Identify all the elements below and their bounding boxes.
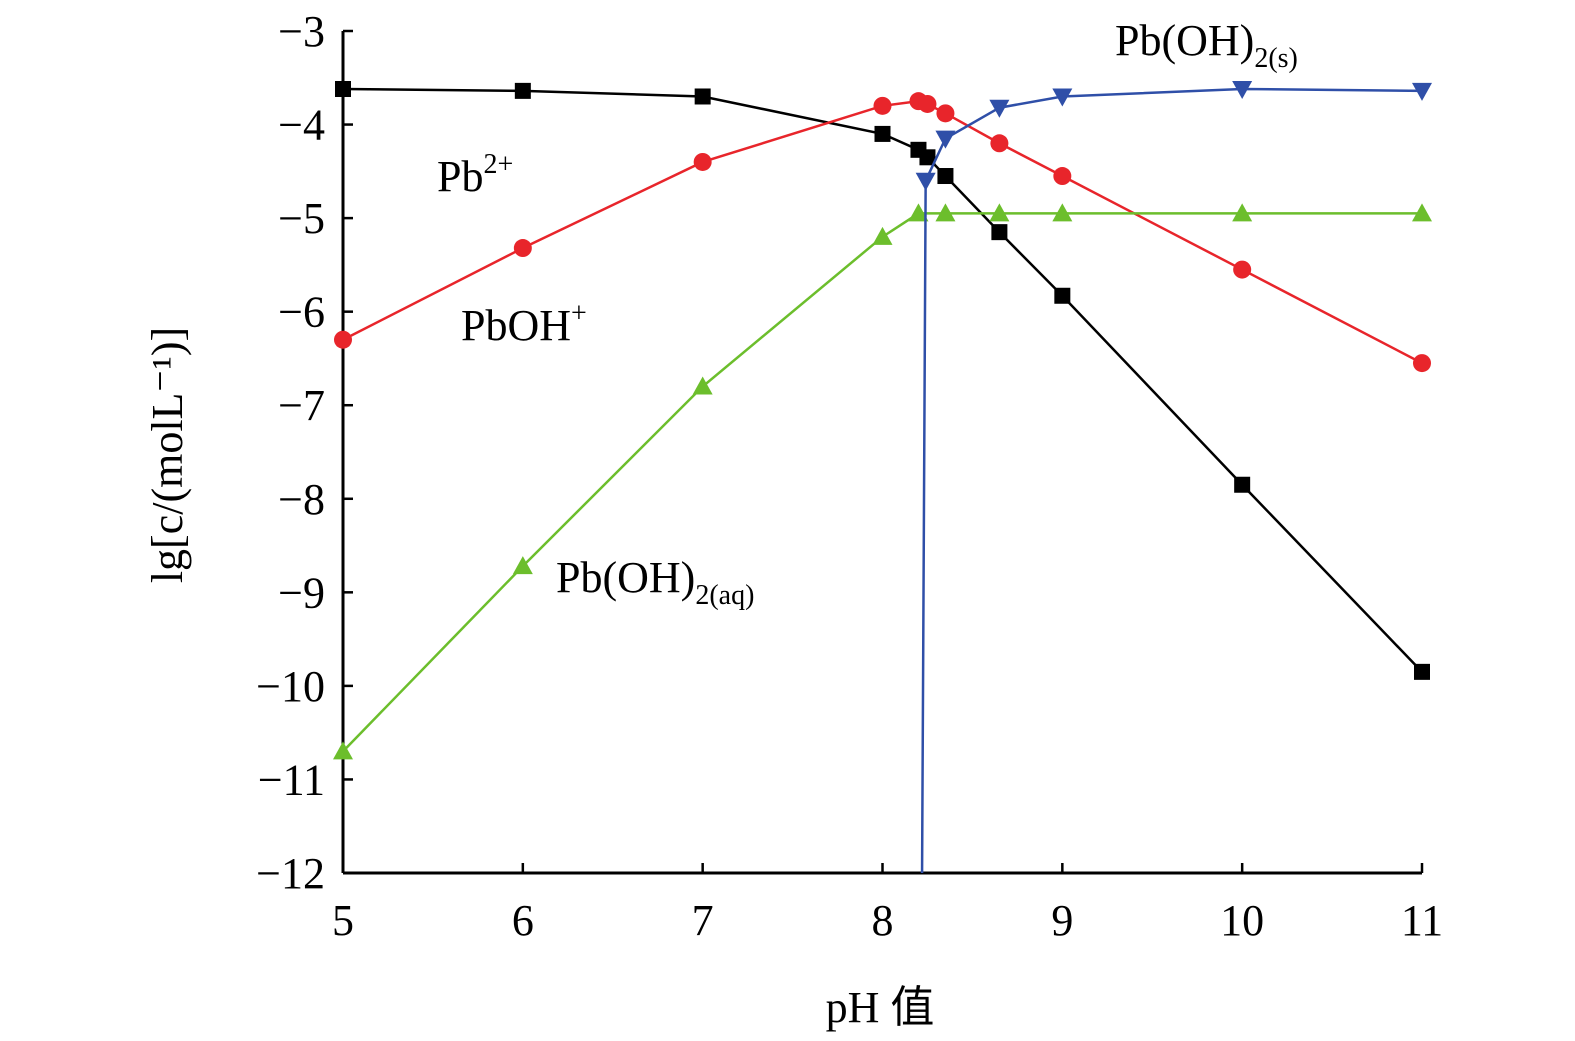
- series-label: Pb(OH)2(aq): [556, 553, 754, 611]
- data-point-triangle-down: [915, 172, 936, 191]
- data-point-square: [694, 88, 711, 105]
- data-point-square: [1414, 663, 1430, 680]
- axes: 5 6 7 8 9 10 11 −3 −4 −5 −6 −7 −8 −9 −10 −11 −12: [256, 7, 1443, 945]
- y-axis-title: lg[c/(molL⁻¹)]: [143, 327, 192, 583]
- y-tick-label: −11: [258, 755, 325, 804]
- x-axis-title: pH 值: [826, 983, 935, 1032]
- y-tick-label: −4: [278, 101, 325, 150]
- x-tick-label: 10: [1220, 896, 1264, 945]
- data-point-circle: [936, 104, 955, 123]
- data-point-triangle-up: [333, 741, 353, 760]
- data-point-circle: [990, 134, 1009, 153]
- x-tick-label: 8: [872, 896, 894, 945]
- series-line: [920, 87, 1423, 874]
- data-point-triangle-up: [1052, 203, 1073, 222]
- data-point-square: [919, 149, 936, 166]
- data-point-triangle-up: [1232, 203, 1253, 222]
- x-tick-label: 7: [692, 896, 714, 945]
- data-point-square: [1234, 476, 1251, 493]
- y-tick-label: −12: [256, 849, 325, 898]
- data-point-triangle-down: [935, 130, 956, 149]
- y-tick-label: −8: [278, 475, 325, 524]
- data-point-triangle-down: [1232, 81, 1253, 100]
- data-point-circle: [513, 239, 532, 258]
- x-tick-label: 9: [1051, 896, 1073, 945]
- data-point-square: [335, 81, 351, 98]
- data-point-square: [937, 168, 954, 185]
- x-tick-label: 6: [512, 896, 534, 945]
- x-tick-label: 5: [332, 896, 354, 945]
- data-point-square: [1054, 287, 1071, 304]
- data-point-triangle-up: [1412, 203, 1432, 222]
- series-1: [334, 92, 1431, 373]
- data-point-square: [514, 82, 531, 99]
- data-point-triangle-down: [1412, 82, 1432, 101]
- series-label: Pb2+: [437, 149, 513, 201]
- data-point-circle: [918, 94, 937, 113]
- y-tick-label: −6: [278, 288, 325, 337]
- data-point-triangle-up: [935, 203, 956, 222]
- y-tick-label: −7: [278, 381, 325, 430]
- data-point-triangle-up: [908, 203, 929, 222]
- data-point-square: [874, 125, 891, 142]
- x-tick-label: 11: [1401, 896, 1443, 945]
- series-3: [915, 81, 1432, 874]
- data-point-circle: [334, 330, 352, 349]
- series-labels: Pb2+ PbOH+ Pb(OH)2(aq) Pb(OH)2(s): [437, 16, 1298, 611]
- data-point-triangle-up: [872, 226, 893, 245]
- series-label: Pb(OH)2(s): [1115, 16, 1298, 74]
- data-point-circle: [1233, 260, 1252, 279]
- series-2: [333, 203, 1432, 760]
- series-label: PbOH+: [461, 298, 587, 350]
- data-point-triangle-up: [692, 376, 713, 395]
- series-line: [342, 212, 1422, 753]
- y-tick-label: −5: [278, 194, 325, 243]
- y-tick-label: −10: [256, 662, 325, 711]
- y-tick-label: −3: [278, 7, 325, 56]
- data-point-circle: [873, 96, 892, 115]
- data-point-triangle-up: [512, 556, 533, 575]
- data-point-triangle-up: [989, 203, 1010, 222]
- data-point-circle: [1413, 354, 1431, 373]
- data-point-triangle-down: [989, 99, 1010, 118]
- data-point-circle: [693, 152, 712, 171]
- series-0: [335, 81, 1430, 680]
- data-point-circle: [1053, 167, 1072, 186]
- data-point-square: [991, 224, 1008, 241]
- data-point-triangle-down: [1052, 88, 1073, 107]
- y-tick-label: −9: [278, 568, 325, 617]
- series-layer: [333, 81, 1432, 874]
